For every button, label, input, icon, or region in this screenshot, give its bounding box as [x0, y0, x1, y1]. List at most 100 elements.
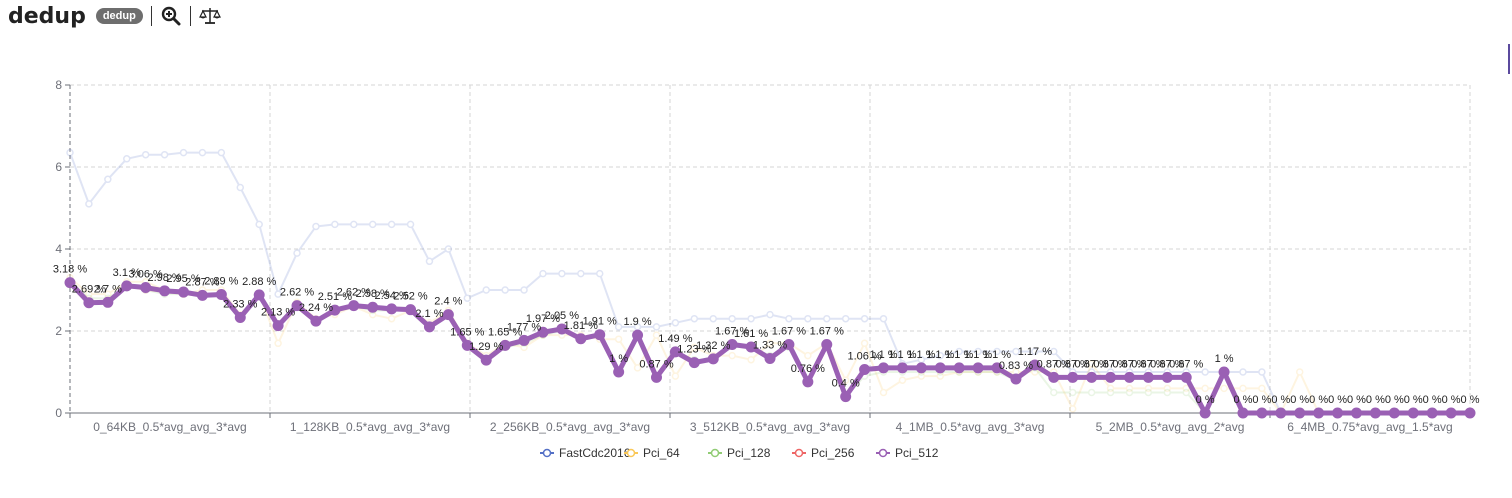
data-point: [764, 352, 776, 364]
data-point: [1220, 384, 1228, 393]
data-label: 0 %: [1196, 394, 1215, 406]
divider: [150, 6, 152, 26]
data-label: 0 %: [1423, 394, 1442, 406]
data-point: [785, 314, 793, 323]
data-point: [1010, 373, 1022, 385]
data-label: 1.1 %: [983, 349, 1011, 361]
data-label: 2.54 %: [374, 290, 408, 302]
data-point: [1201, 384, 1209, 393]
data-point: [728, 351, 736, 360]
data-label: 2.05 %: [545, 310, 579, 322]
chart-data-labels: 3.18 % 2.69 %2.7 % 3.1 %3.06 %2.98 %2.95 %…: [53, 264, 1480, 406]
x-tick-label: 3_512KB_0.5*avg_avg_3*avg: [690, 420, 850, 434]
data-point: [1105, 371, 1117, 383]
series-Pci_512: [64, 277, 1476, 419]
side-toolbar-indicator[interactable]: [1508, 44, 1510, 74]
data-point: [1067, 371, 1079, 383]
data-point: [1161, 371, 1173, 383]
data-point: [291, 300, 303, 312]
data-point: [405, 304, 417, 316]
data-label: 1.67 %: [715, 326, 749, 338]
data-point: [804, 351, 812, 360]
legend-label: Pci_128: [727, 446, 771, 460]
data-point: [993, 347, 1001, 356]
balance-scale-icon[interactable]: [198, 5, 221, 27]
data-point: [859, 364, 871, 376]
x-tick-label: 0_64KB_0.5*avg_avg_3*avg: [93, 420, 246, 434]
data-label: 1.1 %: [907, 349, 935, 361]
data-label: 0 %: [1233, 394, 1252, 406]
data-label: 3.18 %: [53, 264, 87, 276]
legend-item[interactable]: Pci_256: [792, 446, 855, 460]
data-point: [650, 371, 662, 383]
data-point: [215, 289, 227, 301]
data-label: 0.87 %: [639, 358, 673, 370]
data-point: [1464, 407, 1476, 419]
legend-swatch-marker: [710, 448, 720, 458]
data-point: [613, 366, 625, 378]
data-label: 2.51 %: [318, 291, 352, 303]
data-label: 1.81 %: [564, 320, 598, 332]
legend-swatch-marker: [626, 448, 636, 458]
data-point: [217, 148, 226, 157]
data-point: [272, 320, 284, 332]
data-point: [274, 339, 282, 348]
data-point: [1163, 388, 1172, 397]
data-point: [387, 220, 396, 229]
legend-swatch-marker: [878, 448, 888, 458]
data-point: [632, 329, 644, 341]
data-point: [501, 286, 509, 294]
data-point: [83, 297, 95, 309]
data-label: 0 %: [1347, 394, 1366, 406]
data-label: 2.7 %: [94, 283, 122, 295]
data-point: [141, 150, 150, 159]
data-point: [878, 362, 890, 374]
legend-item[interactable]: Pci_64: [624, 446, 680, 460]
zoom-in-icon[interactable]: [160, 5, 182, 27]
data-point: [1106, 384, 1115, 393]
data-point: [386, 303, 398, 315]
data-label: 0 %: [1290, 394, 1309, 406]
y-tick-label: 2: [55, 324, 62, 338]
data-point: [368, 220, 377, 229]
data-point: [896, 362, 908, 374]
data-point: [766, 310, 774, 319]
data-label: 1.1 %: [926, 349, 954, 361]
x-tick-label: 2_256KB_0.5*avg_avg_3*avg: [490, 420, 650, 434]
data-point: [444, 245, 453, 253]
data-point: [236, 183, 245, 192]
data-point: [558, 269, 566, 278]
data-point: [196, 289, 208, 301]
data-point: [652, 331, 661, 339]
data-point: [766, 339, 774, 348]
data-point: [463, 294, 472, 302]
data-point: [1087, 360, 1096, 368]
data-point: [255, 220, 263, 229]
chart-legend: FastCdc2016 Pci_64 Pci_128 Pci_256 Pci_512: [540, 446, 939, 460]
data-point: [178, 286, 190, 298]
legend-item[interactable]: FastCdc2016: [540, 446, 631, 460]
data-point: [1031, 347, 1039, 356]
data-point: [595, 269, 604, 278]
data-label: 3.1 %: [113, 267, 141, 279]
side-toolbar: [1506, 8, 1512, 74]
dataset-badge[interactable]: dedup: [95, 8, 143, 24]
data-label: 0.83 %: [999, 360, 1033, 372]
data-point: [1068, 405, 1077, 413]
legend-item[interactable]: Pci_512: [876, 446, 939, 460]
data-point: [85, 290, 93, 298]
legend-item[interactable]: Pci_128: [708, 446, 771, 460]
data-label: 1.65 %: [488, 326, 522, 338]
data-point: [461, 339, 473, 351]
data-point: [953, 362, 965, 374]
data-point: [556, 323, 568, 335]
data-point: [1048, 371, 1060, 383]
y-tick-label: 8: [55, 78, 62, 92]
x-tick-label: 4_1MB_0.5*avg_avg_3*avg: [896, 420, 1045, 434]
data-label: 1.91 %: [583, 316, 617, 328]
data-label: 2.13 %: [261, 307, 295, 319]
data-label: 2.69 %: [72, 284, 106, 296]
data-point: [860, 314, 869, 323]
data-point: [745, 341, 757, 353]
